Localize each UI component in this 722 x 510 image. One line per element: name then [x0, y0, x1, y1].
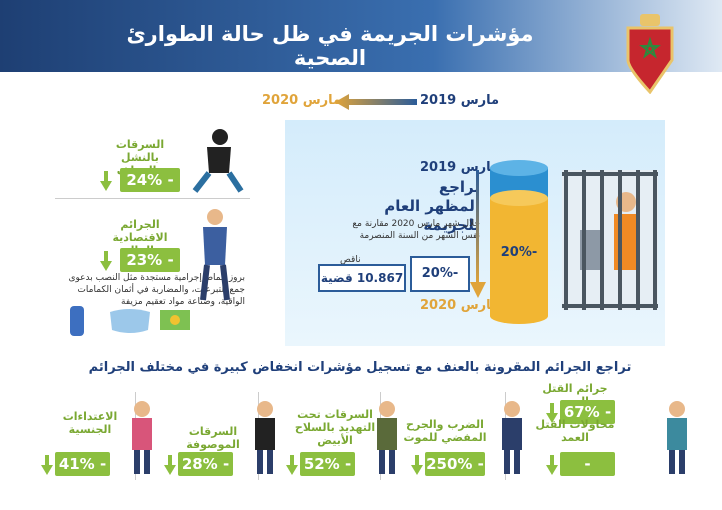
period-start: مارس 2019 — [420, 160, 500, 175]
note: بروز أنماط إجرامية مستجدة مثل النصب بدعو… — [68, 273, 245, 307]
item-label: السرقات الموصوفة — [186, 425, 240, 451]
item-value: - 52% — [300, 452, 355, 476]
figure — [495, 400, 529, 475]
down-arrow — [286, 465, 298, 475]
item-value: - 28% — [178, 452, 233, 476]
down-arrow — [546, 465, 558, 475]
cylinder — [490, 160, 548, 324]
period-arrow — [470, 170, 486, 298]
timeline-to: مارس 2020 — [262, 93, 342, 108]
figure — [125, 400, 159, 475]
cases-box: 10.867 قضية — [318, 264, 406, 292]
cylinder-label: -20% — [500, 245, 538, 260]
item-label: السرقات تحت التهديد بالسلاح الأبيض — [294, 408, 376, 447]
figure — [370, 400, 404, 475]
down-arrow — [411, 465, 423, 475]
item-value: - 41% — [55, 452, 110, 476]
timeline-arrow — [335, 94, 417, 110]
down-arrow-stem — [550, 455, 554, 465]
jail — [562, 170, 658, 310]
header-band — [0, 0, 722, 72]
down-arrow-stem — [550, 403, 554, 413]
decrease-label: ناقص — [340, 255, 361, 265]
item-value: - 175% — [560, 452, 615, 497]
timeline-from: مارس 2019 — [420, 93, 500, 108]
down-arrow — [100, 181, 112, 191]
icons — [70, 306, 190, 336]
item-value: - 24% — [120, 168, 180, 192]
down-arrow-stem — [415, 455, 419, 465]
title: مؤشرات الجريمة في ظل حالة الطوارئ الصحية — [126, 22, 534, 70]
item-label: الضرب والجرح المفضي للموت — [403, 418, 487, 444]
figure — [660, 400, 694, 475]
change-box: -20% — [410, 256, 470, 292]
period-end: مارس 2020 — [420, 298, 500, 313]
down-arrow — [546, 413, 558, 423]
item-value: - 67% — [560, 400, 615, 424]
down-arrow-stem — [290, 455, 294, 465]
down-arrow-stem — [104, 251, 108, 261]
down-arrow — [100, 261, 112, 271]
center-heading: تراجع المظهر العام للجريمة — [384, 178, 480, 234]
figure — [248, 400, 282, 475]
down-arrow — [41, 465, 53, 475]
down-arrow-stem — [104, 171, 108, 181]
item-value: - 250% — [425, 452, 485, 476]
down-arrow-stem — [168, 455, 172, 465]
emblem — [626, 14, 674, 94]
center-description: خلال شهر مارس 2020 مقارنة مع نفس الشهر م… — [352, 219, 480, 241]
separator — [55, 198, 250, 199]
figure — [660, 400, 694, 475]
item-label: محاولات القتل العمد — [535, 418, 615, 444]
down-arrow — [164, 465, 176, 475]
section-heading: تراجع الجرائم المقرونة بالعنف مع تسجيل م… — [88, 360, 632, 375]
down-arrow-stem — [45, 455, 49, 465]
item-label: الاعتداءات الجنسية — [62, 410, 118, 436]
figures — [192, 129, 244, 301]
item-value: - 23% — [120, 248, 180, 272]
